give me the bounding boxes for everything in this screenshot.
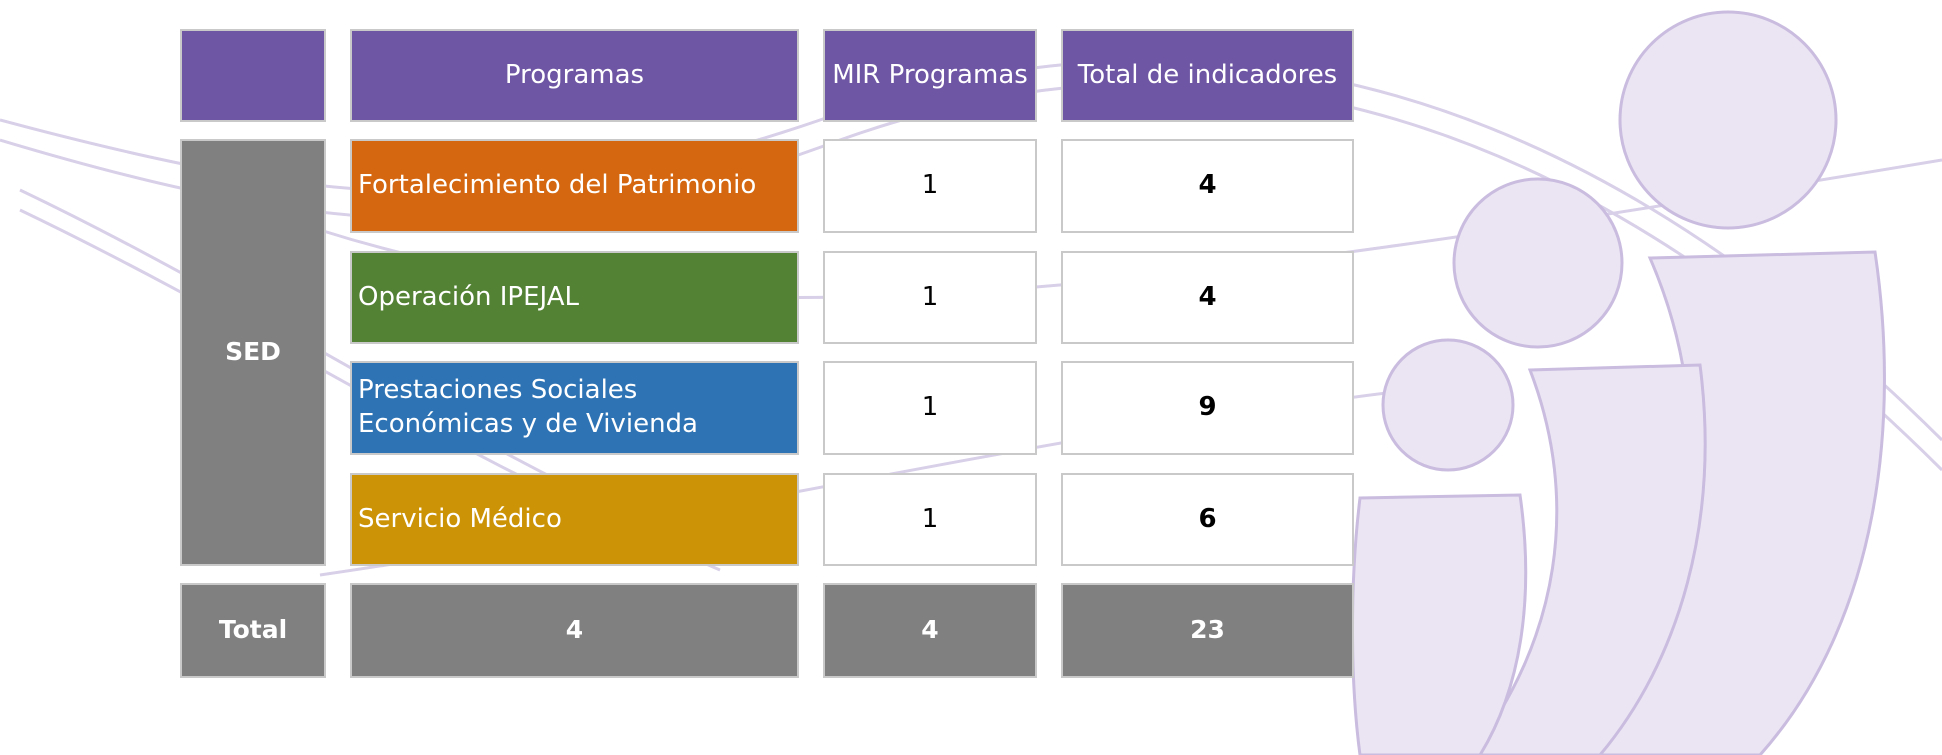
total-value: 23 [1061,583,1354,678]
total-cell-text: 6 [1198,503,1217,534]
program-cell: Operación IPEJAL [350,251,799,344]
group-cell-text: SED [225,337,281,367]
total-label: Total [180,583,326,678]
mir-cell: 1 [823,473,1037,566]
header-cell-text: MIR Programas [832,59,1028,90]
total-cell: 9 [1061,361,1354,455]
program-cell: Fortalecimiento del Patrimonio [350,139,799,233]
total-cell-text: 4 [1198,170,1217,201]
program-cell-text: Servicio Médico [358,503,562,534]
header-corner [180,29,326,122]
program-cell-text: Operación IPEJAL [358,281,580,312]
total-cell: 4 [1061,251,1354,344]
mir-cell: 1 [823,139,1037,233]
total-value-text: 4 [565,615,584,645]
header-cell-text: Total de indicadores [1077,59,1338,90]
header-cell: Total de indicadores [1061,29,1354,122]
mir-cell-text: 1 [921,281,939,312]
total-value-text: 23 [1190,615,1225,645]
header-cell: MIR Programas [823,29,1037,122]
mir-cell: 1 [823,251,1037,344]
total-cell-text: 9 [1198,392,1217,423]
mir-cell-text: 1 [921,170,939,201]
mir-cell-text: 1 [921,503,939,534]
header-cell: Programas [350,29,799,122]
total-value: 4 [823,583,1037,678]
program-cell-text: Fortalecimiento del Patrimonio [358,170,757,201]
header-cell-text: Programas [504,59,645,90]
program-cell-text: Prestaciones Sociales Económicas y de Vi… [358,375,698,439]
total-value-text: 4 [921,615,939,645]
mir-cell-text: 1 [921,392,939,423]
total-cell: 4 [1061,139,1354,233]
total-cell-text: 4 [1198,281,1217,312]
total-cell: 6 [1061,473,1354,566]
group-cell: SED [180,139,326,566]
total-label-text: Total [218,615,288,645]
program-cell: Prestaciones Sociales Económicas y de Vi… [350,361,799,455]
mir-cell: 1 [823,361,1037,455]
total-value: 4 [350,583,799,678]
program-cell: Servicio Médico [350,473,799,566]
